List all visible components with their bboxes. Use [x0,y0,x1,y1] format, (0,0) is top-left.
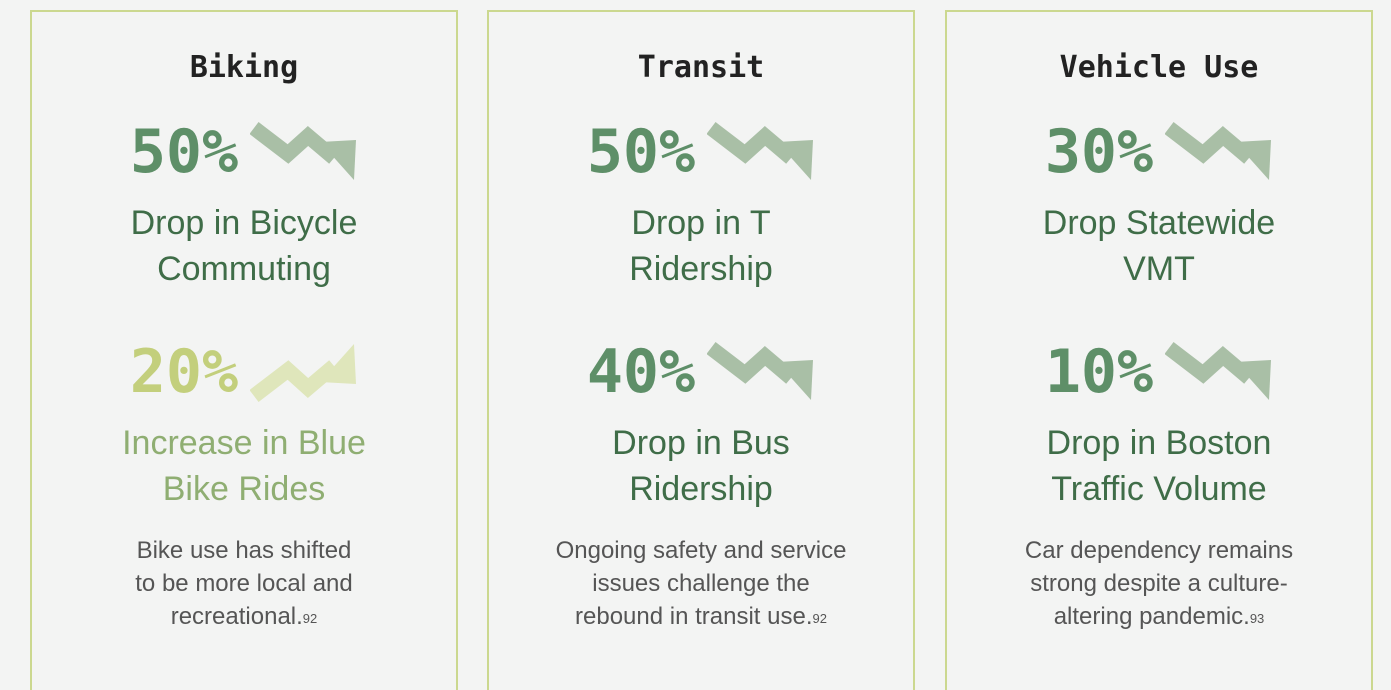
stat-label: Drop in Bus [612,424,790,462]
stat-row: 50% [489,117,913,187]
stat-label: Drop in Bicycle [130,204,358,242]
card: Vehicle Use 30% Drop Statewide VMT 10% Drop i… [945,10,1373,690]
trend-arrow [707,342,814,400]
note-line: Ongoing safety and service [555,537,847,564]
stat-label: Bike Rides [162,470,326,508]
card-title: Vehicle Use [1059,50,1259,85]
stat-value: 50% [129,117,239,187]
note-line: Car dependency remains [1024,537,1294,564]
stat-value: 20% [129,337,239,407]
note-line: altering pandemic.93 [1053,603,1265,630]
note-line: rebound in transit use.92 [575,603,827,630]
stat-row: 20% [32,337,456,407]
trend-arrow [1165,122,1272,180]
footnote-ref: 93 [1249,611,1265,626]
footnote-ref: 92 [812,611,827,626]
stat-label: Drop in Boston [1046,424,1272,462]
stat-label: VMT [1123,250,1195,288]
stat-row: 40% [489,337,913,407]
note-line: recreational.92 [170,603,318,630]
page: Biking 50% Drop in Bicycle Commuting 20% Incr… [30,10,1373,690]
card: Biking 50% Drop in Bicycle Commuting 20% Incr… [30,10,458,690]
stat-row: 50% [32,117,456,187]
note-line: to be more local and [135,570,353,597]
trend-arrow [250,344,357,402]
footnote-ref: 92 [302,611,318,626]
stat-label: Increase in Blue [122,424,366,462]
stat-label: Commuting [157,250,331,288]
note-line: strong despite a culture- [1030,570,1288,597]
note-line: issues challenge the [592,570,810,597]
trend-arrow [250,122,357,180]
stat-label: Drop Statewide [1042,204,1276,242]
trend-arrow [1165,342,1272,400]
card-title: Transit [637,50,765,85]
stat-row: 10% [947,337,1371,407]
stat-label: Traffic Volume [1051,470,1267,508]
note-line: Bike use has shifted [136,537,352,564]
stat-row: 30% [947,117,1371,187]
stat-value: 40% [586,337,696,407]
stat-value: 30% [1044,117,1154,187]
stat-label: Ridership [629,470,773,508]
stat-value: 50% [586,117,696,187]
card: Transit 50% Drop in T Ridership 40% Drop in B… [487,10,915,690]
stat-label: Ridership [629,250,773,288]
stat-value: 10% [1044,337,1154,407]
card-title: Biking [189,50,299,85]
trend-arrow [707,122,814,180]
stat-label: Drop in T [631,204,771,242]
